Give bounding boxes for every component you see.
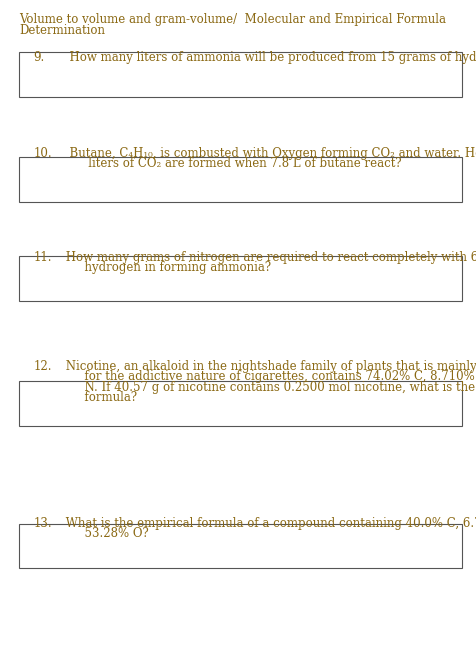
Bar — [19, 157, 462, 202]
Bar — [19, 381, 462, 426]
Text: Volume to volume and gram-volume/  Molecular and Empirical Formula: Volume to volume and gram-volume/ Molecu… — [19, 13, 446, 26]
Text: 11.: 11. — [33, 251, 52, 264]
Text: 13.: 13. — [33, 517, 52, 530]
Text: liters of CO₂ are formed when 7.8 L of butane react?: liters of CO₂ are formed when 7.8 L of b… — [62, 157, 401, 170]
Text: What is the empirical formula of a compound containing 40.0% C, 6.71% H, and: What is the empirical formula of a compo… — [62, 517, 476, 530]
Text: hydrogen in forming ammonia?: hydrogen in forming ammonia? — [62, 261, 271, 274]
Text: 9.: 9. — [33, 51, 45, 64]
Text: Determination: Determination — [19, 24, 105, 38]
Bar — [19, 52, 462, 97]
Text: Butane, C₄H₁₀, is combusted with Oxygen forming CO₂ and water. How many: Butane, C₄H₁₀, is combusted with Oxygen … — [62, 147, 476, 160]
Bar — [19, 524, 462, 568]
Text: 12.: 12. — [33, 360, 52, 373]
Text: How many grams of nitrogen are required to react completely with 6.5 liters of: How many grams of nitrogen are required … — [62, 251, 476, 264]
Text: formula?: formula? — [62, 391, 137, 404]
Text: Nicotine, an alkaloid in the nightshade family of plants that is mainly responsi: Nicotine, an alkaloid in the nightshade … — [62, 360, 476, 373]
Text: 53.28% O?: 53.28% O? — [62, 527, 149, 540]
Text: for the addictive nature of cigarettes, contains 74.02% C, 8.710% H, and 17.27%: for the addictive nature of cigarettes, … — [62, 370, 476, 383]
Text: N. If 40.57 g of nicotine contains 0.2500 mol nicotine, what is the molecular: N. If 40.57 g of nicotine contains 0.250… — [62, 381, 476, 394]
Bar — [19, 256, 462, 301]
Text: 10.: 10. — [33, 147, 52, 160]
Text: How many liters of ammonia will be produced from 15 grams of hydrogen?: How many liters of ammonia will be produ… — [62, 51, 476, 64]
